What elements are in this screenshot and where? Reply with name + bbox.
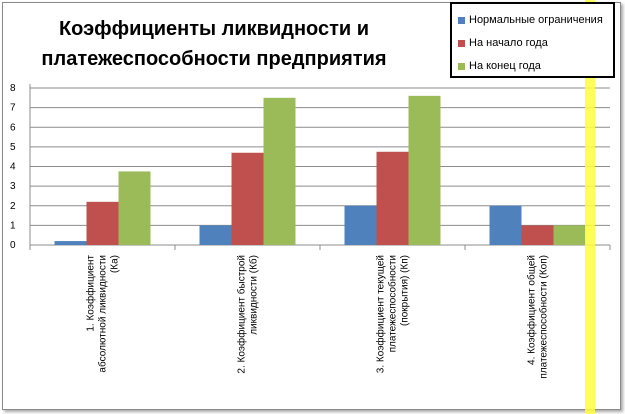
bar	[408, 95, 441, 245]
y-tick-label: 7	[10, 103, 16, 114]
legend-item-start: На начало года	[458, 36, 548, 50]
legend-swatch-end	[458, 62, 465, 70]
legend-swatch-start	[458, 39, 465, 47]
legend-item-norm: Нормальные ограничения	[458, 13, 603, 27]
chart-title: Коэффициенты ликвидности и платежеспособ…	[14, 14, 414, 74]
y-tick-label: 6	[10, 122, 16, 133]
bar	[118, 171, 151, 245]
x-tick-label-line: 3. Коэффициент текущей	[375, 255, 387, 373]
bar	[376, 151, 409, 245]
x-tick-label-line: 1. Коэффициент	[85, 255, 97, 332]
x-tick-label-line: абсолютной ликвидности	[97, 255, 109, 373]
bar	[263, 97, 296, 245]
x-tick-label-line: (Ка)	[110, 255, 121, 273]
legend-label-norm: Нормальные ограничения	[469, 14, 603, 26]
legend-label-end: На конец года	[469, 60, 541, 72]
x-tick-label-line: (покрытия) (Кп)	[400, 255, 411, 326]
x-tick-label-line: платежеспособности	[387, 255, 399, 352]
legend-item-end: На конец года	[458, 59, 541, 73]
bar	[54, 241, 87, 245]
chart-title-line1: Коэффициенты ликвидности и	[58, 18, 370, 40]
highlight-bar	[585, 0, 595, 414]
bar	[521, 225, 554, 245]
y-tick-label: 0	[10, 240, 16, 251]
x-tick-label-line: 2. Коэффициент быстрой	[236, 255, 248, 374]
chart-title-line2: платежеспособности предприятия	[41, 48, 387, 70]
x-tick-label-line: 4. Коэффициент общей	[526, 255, 538, 365]
bar	[489, 205, 522, 245]
bar	[86, 201, 119, 245]
bar	[344, 205, 377, 245]
bar	[199, 225, 232, 245]
y-tick-label: 1	[10, 220, 16, 231]
x-tick-label-line: ликвидности (Кб)	[248, 255, 260, 335]
y-tick-label: 4	[10, 162, 16, 173]
bar	[553, 225, 586, 245]
bar	[231, 152, 264, 245]
legend-label-start: На начало года	[469, 37, 548, 49]
x-tick-label-line: платежеспособности (Коп)	[538, 255, 550, 379]
y-tick-label: 2	[10, 201, 16, 212]
chart-legend: Нормальные ограничения На начало года На…	[450, 2, 615, 78]
y-tick-label: 5	[10, 142, 16, 153]
y-tick-label: 8	[10, 83, 16, 94]
y-tick-label: 3	[10, 181, 16, 192]
legend-swatch-norm	[458, 16, 465, 24]
